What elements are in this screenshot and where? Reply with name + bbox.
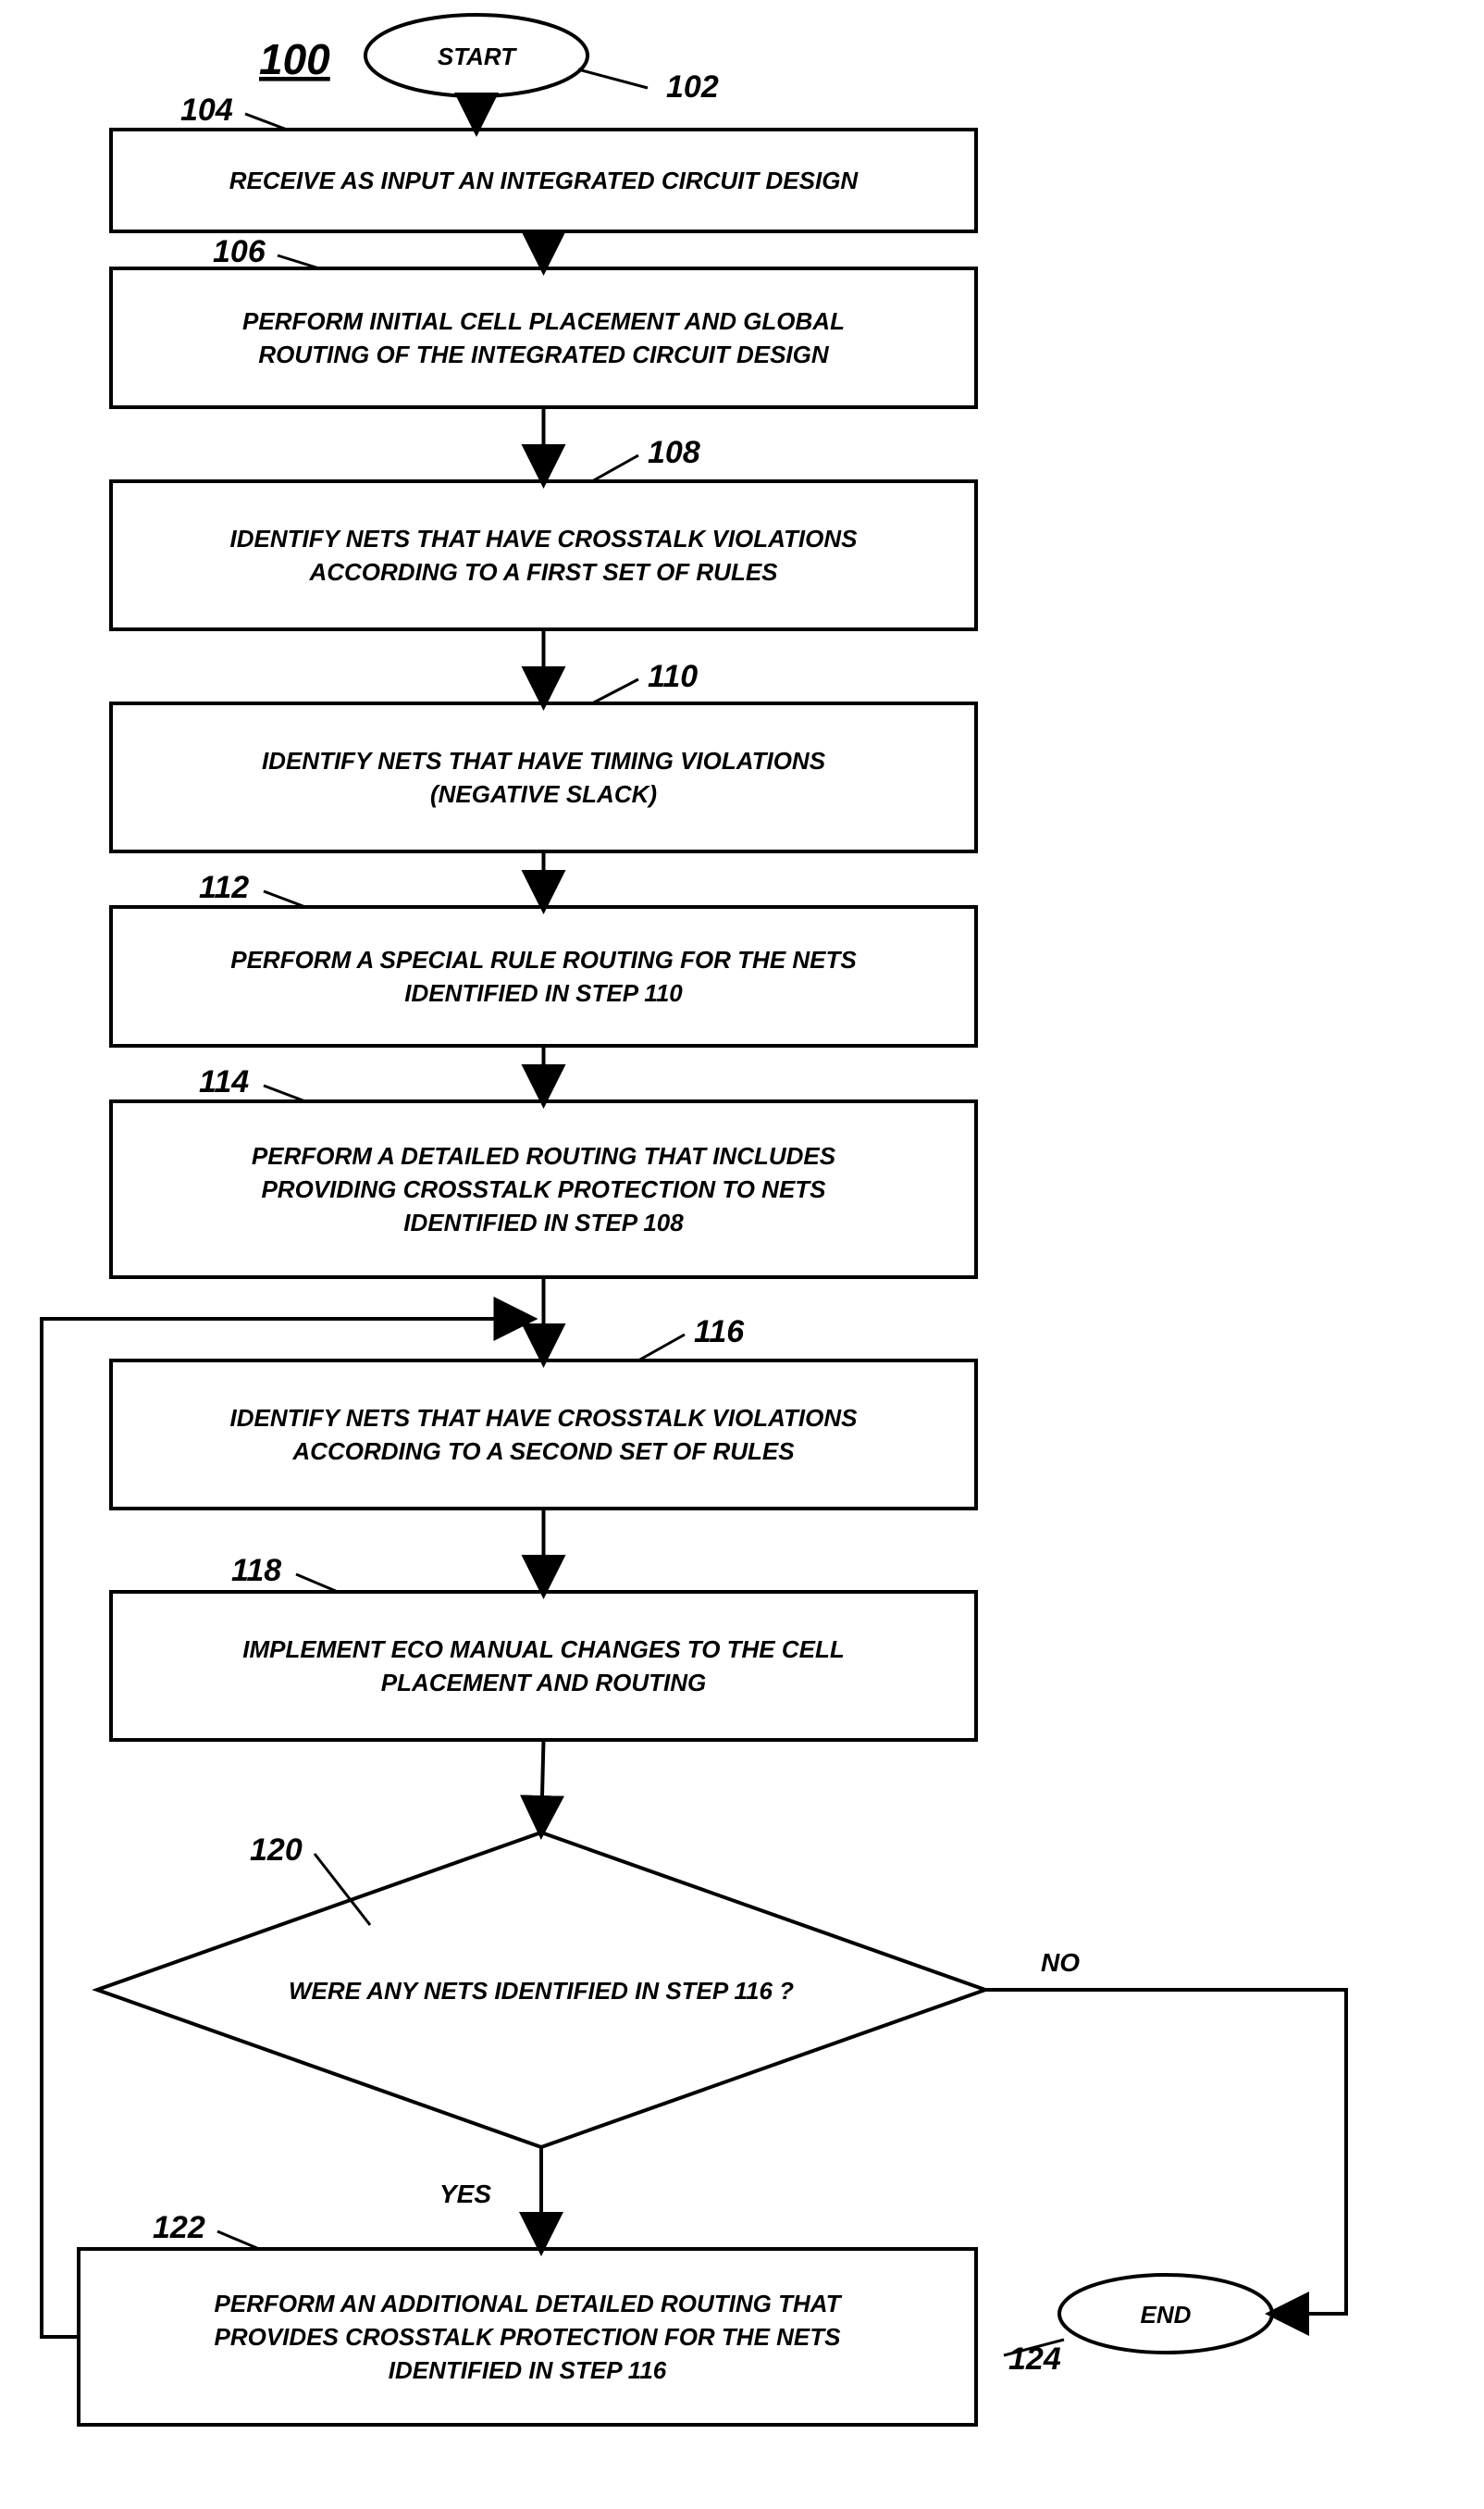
ref-label-114: 114 (199, 1064, 249, 1099)
ref-leader (264, 1086, 305, 1101)
ref-label-106: 106 (213, 234, 266, 269)
decision-text: WERE ANY NETS IDENTIFIED IN STEP 116 ? (289, 1977, 794, 2005)
process-text: PERFORM A SPECIAL RULE ROUTING FOR THE N… (230, 946, 857, 974)
ref-label-110: 110 (648, 659, 698, 694)
process-text: PROVIDING CROSSTALK PROTECTION TO NETS (261, 1175, 826, 1203)
process-box-110 (111, 703, 976, 851)
process-box-108 (111, 481, 976, 629)
process-box-116 (111, 1360, 976, 1509)
ref-leader (245, 114, 287, 130)
yes-label: YES (439, 2180, 491, 2208)
ref-label-102: 102 (666, 69, 719, 105)
process-text: IDENTIFY NETS THAT HAVE CROSSTALK VIOLAT… (230, 525, 859, 553)
ref-label-120: 120 (250, 1832, 303, 1868)
ref-leader (278, 255, 319, 268)
process-text: ACCORDING TO A SECOND SET OF RULES (291, 1437, 795, 1465)
process-text: PROVIDES CROSSTALK PROTECTION FOR THE NE… (214, 2323, 841, 2351)
ref-leader (315, 1854, 370, 1925)
process-text: IDENTIFIED IN STEP 108 (403, 1209, 684, 1236)
process-box-106 (111, 268, 976, 407)
ref-leader (217, 2231, 259, 2249)
ref-leader (638, 1335, 685, 1360)
process-text: PLACEMENT AND ROUTING (381, 1669, 706, 1696)
ref-leader (578, 69, 648, 88)
process-text: PERFORM A DETAILED ROUTING THAT INCLUDES (252, 1142, 836, 1170)
start-label: START (438, 43, 517, 70)
process-text: IMPLEMENT ECO MANUAL CHANGES TO THE CELL (242, 1635, 845, 1663)
process-box-112 (111, 907, 976, 1046)
process-box-118 (111, 1592, 976, 1740)
process-text: RECEIVE AS INPUT AN INTEGRATED CIRCUIT D… (229, 167, 859, 194)
process-text: ACCORDING TO A FIRST SET OF RULES (308, 558, 778, 586)
process-text: IDENTIFY NETS THAT HAVE CROSSTALK VIOLAT… (230, 1404, 859, 1432)
flowchart-canvas: 100 START RECEIVE AS INPUT AN INTEGRATED C… (0, 0, 1484, 2509)
process-text: IDENTIFIED IN STEP 110 (404, 979, 683, 1007)
ref-leader (592, 455, 638, 481)
process-text: ROUTING OF THE INTEGRATED CIRCUIT DESIGN (258, 341, 830, 368)
ref-label-104: 104 (180, 93, 233, 128)
no-label: NO (1041, 1948, 1080, 1977)
process-text: IDENTIFY NETS THAT HAVE TIMING VIOLATION… (262, 747, 826, 775)
figure-number: 100 (259, 35, 330, 83)
process-text: PERFORM AN ADDITIONAL DETAILED ROUTING T… (215, 2290, 843, 2317)
process-text: (NEGATIVE SLACK) (430, 780, 657, 808)
ref-label-116: 116 (694, 1314, 745, 1349)
arrow-120-end-no (985, 1990, 1346, 2314)
end-label: END (1141, 2301, 1192, 2329)
ref-label-118: 118 (231, 1553, 281, 1588)
ref-leader (264, 891, 305, 907)
ref-label-108: 108 (648, 435, 700, 470)
process-text: PERFORM INITIAL CELL PLACEMENT AND GLOBA… (242, 307, 845, 335)
ref-leader (592, 679, 638, 703)
ref-label-124: 124 (1008, 2341, 1061, 2377)
arrow-118-120 (541, 1740, 544, 1832)
ref-leader (296, 1574, 338, 1592)
process-text: IDENTIFIED IN STEP 116 (389, 2356, 667, 2384)
ref-label-122: 122 (153, 2210, 205, 2245)
ref-label-112: 112 (199, 870, 249, 905)
